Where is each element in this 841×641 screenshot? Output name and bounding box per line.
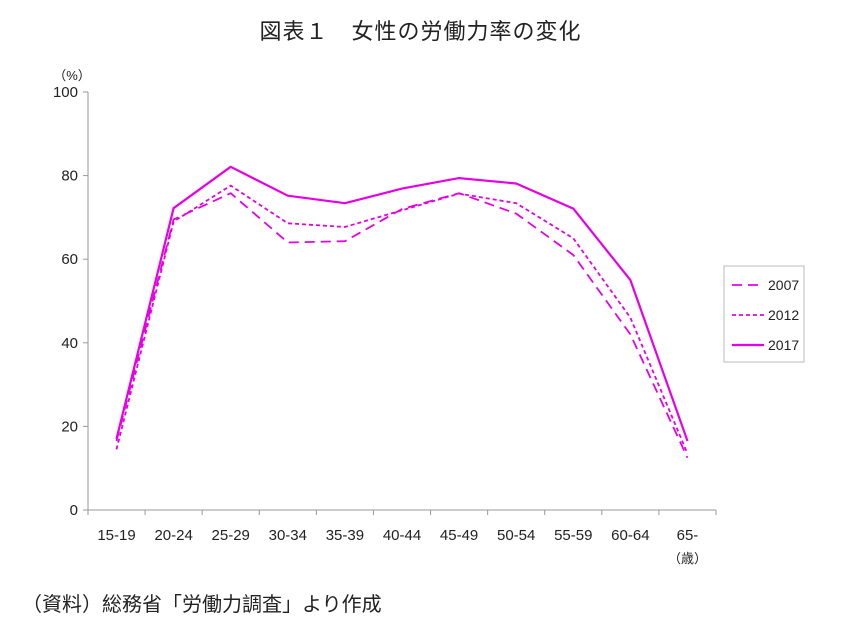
legend-label-2017: 2017 (768, 337, 799, 353)
x-axis-unit-label: （歳） (668, 551, 707, 566)
y-tick-label: 60 (61, 251, 78, 268)
y-tick-label: 0 (70, 502, 78, 519)
series-line-2007 (115, 192, 689, 459)
chart-title: 図表１ 女性の労働力率の変化 (259, 20, 582, 45)
y-tick-label: 20 (61, 418, 78, 435)
y-tick-label: 40 (61, 335, 78, 352)
x-tick-label: 30-34 (269, 527, 307, 544)
x-tick-label: 40-44 (383, 527, 421, 544)
series-line-2017 (115, 165, 689, 442)
x-tick-label: 35-39 (326, 527, 364, 544)
x-tick-label: 20-24 (154, 527, 192, 544)
x-tick-label: 55-59 (554, 527, 592, 544)
legend-label-2012: 2012 (768, 307, 799, 323)
x-tick-label: 60-64 (611, 527, 649, 544)
x-tick-label: 50-54 (497, 527, 535, 544)
y-tick-label: 80 (61, 168, 78, 185)
legend-box (723, 265, 805, 363)
series-line-2012 (115, 184, 689, 454)
chart-axes: 0 20 40 60 80 100（%） 15-19 20-24 25-29 30-34 35-39… (53, 68, 717, 566)
x-tick-label: 45-49 (440, 527, 478, 544)
y-axis-unit-label: （%） (53, 68, 91, 83)
legend-label-2007: 2007 (768, 277, 799, 293)
source-note: （資料）総務省「労働力調査」より作成 (22, 592, 382, 616)
chart-legend: 2007 2012 2017 (723, 265, 805, 363)
x-tick-label: 65- (677, 527, 699, 544)
series-layer (115, 165, 689, 459)
x-tick-label: 25-29 (212, 527, 250, 544)
x-tick-label: 15-19 (97, 527, 135, 544)
y-tick-label: 100 (53, 84, 78, 101)
